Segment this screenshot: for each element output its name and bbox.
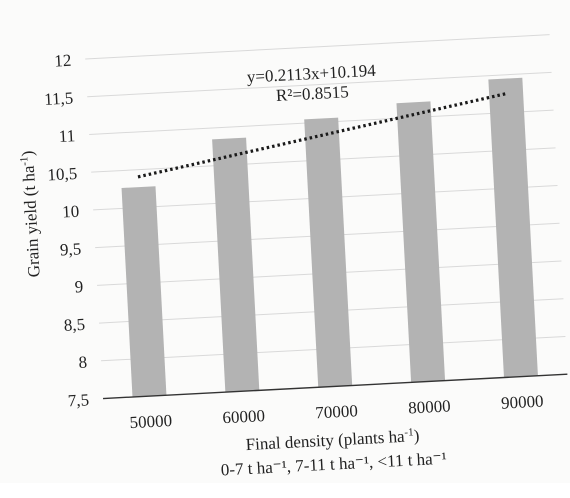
x-tick-label: 80000 (408, 396, 451, 417)
y-tick-label: 8 (78, 353, 87, 372)
bar (488, 77, 538, 378)
bar (212, 137, 260, 393)
x-tick-label: 50000 (129, 411, 172, 432)
bar (121, 186, 167, 397)
y-tick-label: 9,5 (59, 239, 81, 259)
trendline (137, 92, 507, 179)
axis-layer: 7,5 8 8,5 9 9,5 10 10,5 11 11,5 12 50000 60000 70000… (44, 51, 568, 432)
bar (396, 101, 446, 383)
trendline-r2: R²=0.8515 (276, 82, 350, 105)
y-tick-label: 7,5 (67, 390, 89, 410)
x-axis-title: Final density (plants ha-1) (245, 426, 420, 454)
gridline (87, 71, 552, 98)
x-axis-title-main: Final density (plants ha (245, 427, 405, 454)
x-tick-label: 60000 (222, 406, 265, 427)
y-tick-label: 11 (58, 126, 75, 146)
trend-layer (137, 92, 507, 179)
y-axis-title-sup: -1 (18, 156, 30, 166)
bar-layer (121, 77, 538, 397)
y-tick-label: 10,5 (47, 164, 78, 185)
y-tick-label: 12 (54, 51, 72, 71)
y-tick-label: 9 (74, 277, 83, 296)
y-axis-title-main: Grain yield (t ha (19, 165, 44, 278)
chart-stage: 7,5 8 8,5 9 9,5 10 10,5 11 11,5 12 50000 60000 70000… (17, 34, 568, 480)
y-axis-title: Grain yield (t ha-1) (18, 150, 44, 278)
x-tick-label: 70000 (315, 401, 358, 422)
y-tick-label: 11,5 (44, 88, 74, 108)
x-axis-title-sup: -1 (404, 426, 414, 438)
bar (304, 117, 353, 388)
x-axis-line (102, 373, 568, 400)
gridline (85, 34, 550, 60)
y-tick-label: 10 (62, 202, 80, 222)
x-tick-label: 90000 (501, 391, 544, 412)
y-axis-title-tail: ) (18, 150, 37, 157)
y-tick-label: 8,5 (63, 315, 85, 335)
x-axis-title-tail: ) (413, 426, 420, 445)
